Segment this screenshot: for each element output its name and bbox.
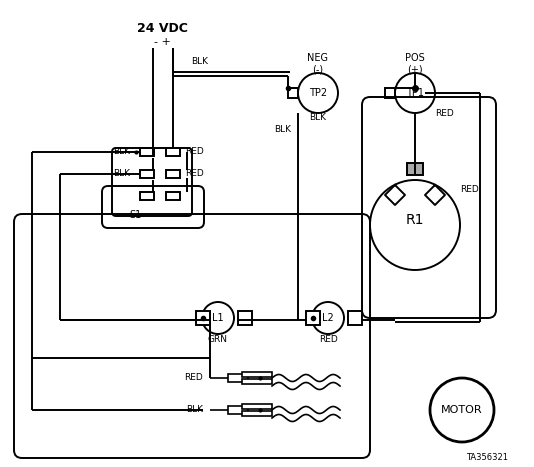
Text: GRN: GRN [208,335,228,345]
Text: MOTOR: MOTOR [441,405,483,415]
Bar [288,88,298,98]
Text: TA356321: TA356321 [466,453,508,462]
Text: 24 VDC: 24 VDC [137,21,187,35]
Text: L2: L2 [322,313,334,323]
Text: S1: S1 [129,210,141,220]
Bar [306,311,320,325]
Text: BLK: BLK [274,126,292,134]
Text: BLK: BLK [310,113,326,122]
Bar [166,170,180,178]
Bar [166,192,180,200]
Bar [242,372,272,377]
Text: RED: RED [185,148,204,156]
Bar [228,374,248,382]
Bar [238,311,252,325]
Circle shape [202,302,234,334]
Bar [385,88,395,98]
Bar [140,170,154,178]
Bar [348,311,362,325]
Text: RED: RED [185,170,204,178]
Text: BLK: BLK [113,148,130,156]
Text: POS: POS [405,53,425,63]
Text: (-): (-) [312,65,324,75]
Text: BLK: BLK [186,405,203,415]
Bar [140,192,154,200]
Text: L1: L1 [212,313,224,323]
Text: NEG: NEG [308,53,328,63]
Bar [407,163,423,175]
Bar [166,148,180,156]
Circle shape [395,73,435,113]
Text: (+): (+) [407,65,423,75]
Text: RED: RED [184,374,203,382]
Circle shape [298,73,338,113]
Text: RED: RED [435,108,454,118]
Circle shape [312,302,344,334]
Circle shape [430,378,494,442]
Bar [196,311,210,325]
Text: BLK: BLK [192,57,208,66]
Text: TP2: TP2 [309,88,327,98]
Text: R1: R1 [406,213,424,227]
Circle shape [370,180,460,270]
Bar [242,379,272,384]
Bar [242,404,272,409]
Text: TP1: TP1 [406,88,424,98]
Text: RED: RED [460,185,479,194]
Text: RED: RED [319,335,337,345]
Bar [228,406,248,414]
Bar [242,411,272,416]
Text: BLK: BLK [113,170,130,178]
Bar [140,148,154,156]
Text: - +: - + [154,37,170,47]
